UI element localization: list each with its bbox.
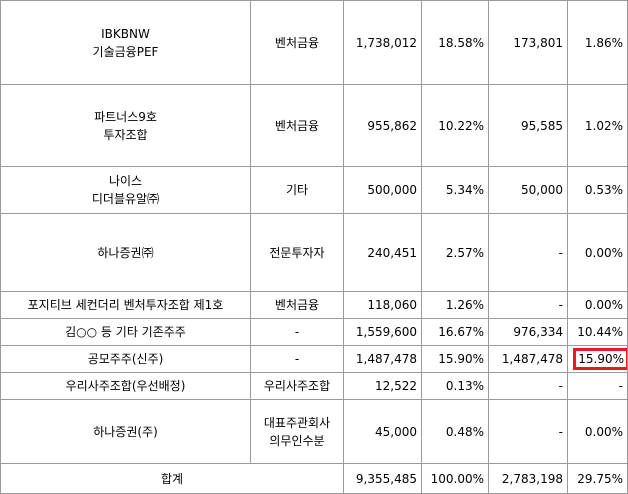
shareholder-name-cell: IBKBNW 기술금융PEF bbox=[0, 0, 251, 85]
table-row: 파트너스9호 투자조합 벤처금융 955,862 10.22% 95,585 1… bbox=[0, 84, 628, 167]
table-row: 공모주주(신주) - 1,487,478 15.90% 1,487,478 15… bbox=[0, 345, 628, 373]
ratio-before-cell: 0.48% bbox=[421, 399, 489, 464]
shareholder-name-cell: 하나증권㈜ bbox=[0, 213, 251, 292]
ratio-after-cell: 10.44% bbox=[567, 318, 628, 346]
shares-before-cell: 118,060 bbox=[343, 291, 422, 319]
category-cell: - bbox=[250, 318, 344, 346]
category-cell: 벤처금융 bbox=[250, 84, 344, 167]
category-cell: 벤처금융 bbox=[250, 0, 344, 85]
shareholder-name-cell: 하나증권(주) bbox=[0, 399, 251, 464]
shares-before-cell: 1,738,012 bbox=[343, 0, 422, 85]
table-row: 김○○ 등 기타 기존주주 - 1,559,600 16.67% 976,334… bbox=[0, 318, 628, 346]
shareholder-name-line: 공모주주(신주) bbox=[87, 352, 164, 366]
category-cell: 기타 bbox=[250, 166, 344, 214]
category-cell: 벤처금융 bbox=[250, 291, 344, 319]
category-cell: - bbox=[250, 345, 344, 373]
category-text: 대표주관회사 bbox=[263, 415, 331, 430]
shareholder-name-line: 포지티브 세컨더리 벤처투자조합 제1호 bbox=[27, 298, 224, 312]
category-cell: 전문투자자 bbox=[250, 213, 344, 292]
category-text: - bbox=[294, 352, 300, 366]
ratio-after-cell: 0.00% bbox=[567, 291, 628, 319]
ratio-before-cell: 10.22% bbox=[421, 84, 489, 167]
shareholder-name-cell: 우리사주조합(우선배정) bbox=[0, 372, 251, 400]
ratio-after-cell: 0.53% bbox=[567, 166, 628, 214]
shares-after-cell: 1,487,478 bbox=[488, 345, 568, 373]
total-row: 합계 9,355,485 100.00% 2,783,198 29.75% bbox=[0, 463, 628, 494]
shareholder-name-cell: 공모주주(신주) bbox=[0, 345, 251, 373]
shareholder-name-line: IBKBNW bbox=[101, 26, 150, 41]
shareholder-name-line: 나이스 bbox=[108, 174, 143, 188]
shares-before-cell: 1,487,478 bbox=[343, 345, 422, 373]
total-shares-before: 9,355,485 bbox=[343, 463, 422, 494]
shareholder-name-line: 우리사주조합(우선배정) bbox=[65, 379, 186, 393]
category-text: 우리사주조합 bbox=[263, 379, 331, 393]
shareholder-name-cell: 나이스 디더블유알㈜ bbox=[0, 166, 251, 214]
category-cell: 대표주관회사 의무인수분 bbox=[250, 399, 344, 464]
shareholder-name-line: 파트너스9호 bbox=[94, 109, 157, 124]
total-ratio-before: 100.00% bbox=[421, 463, 489, 494]
ratio-after-cell: 0.00% bbox=[567, 213, 628, 292]
shareholder-name-line: 김○○ 등 기타 기존주주 bbox=[65, 325, 186, 339]
total-ratio-after: 29.75% bbox=[567, 463, 628, 494]
category-text: 벤처금융 bbox=[274, 35, 320, 50]
ratio-before-cell: 18.58% bbox=[421, 0, 489, 85]
shares-before-cell: 1,559,600 bbox=[343, 318, 422, 346]
shareholder-name-line: 하나증권㈜ bbox=[97, 245, 154, 260]
ratio-before-cell: 16.67% bbox=[421, 318, 489, 346]
highlighted-ratio: 15.90% bbox=[573, 348, 627, 370]
shareholder-name-line: 하나증권(주) bbox=[93, 424, 158, 439]
ratio-after-cell: 15.90% bbox=[567, 345, 628, 373]
category-text: 의무인수분 bbox=[269, 433, 325, 448]
shares-before-cell: 500,000 bbox=[343, 166, 422, 214]
table-row: 포지티브 세컨더리 벤처투자조합 제1호 벤처금융 118,060 1.26% … bbox=[0, 291, 628, 319]
ratio-after-cell: 0.00% bbox=[567, 399, 628, 464]
ratio-before-cell: 15.90% bbox=[421, 345, 489, 373]
shares-after-cell: 50,000 bbox=[488, 166, 568, 214]
total-label: 합계 bbox=[0, 463, 344, 494]
table-row: 나이스 디더블유알㈜ 기타 500,000 5.34% 50,000 0.53% bbox=[0, 166, 628, 214]
shareholder-name-line: 기술금융PEF bbox=[92, 44, 159, 59]
category-text: 기타 bbox=[285, 183, 309, 197]
shares-after-cell: - bbox=[488, 372, 568, 400]
ratio-after-cell: - bbox=[567, 372, 628, 400]
ratio-after-cell: 1.86% bbox=[567, 0, 628, 85]
shareholder-name-cell: 김○○ 등 기타 기존주주 bbox=[0, 318, 251, 346]
category-text: 벤처금융 bbox=[274, 298, 320, 312]
ratio-before-cell: 2.57% bbox=[421, 213, 489, 292]
total-shares-after: 2,783,198 bbox=[488, 463, 568, 494]
table-row: 우리사주조합(우선배정) 우리사주조합 12,522 0.13% - - bbox=[0, 372, 628, 400]
shares-before-cell: 955,862 bbox=[343, 84, 422, 167]
shares-after-cell: - bbox=[488, 399, 568, 464]
category-text: 전문투자자 bbox=[269, 245, 325, 260]
shares-after-cell: 976,334 bbox=[488, 318, 568, 346]
shares-after-cell: 173,801 bbox=[488, 0, 568, 85]
category-cell: 우리사주조합 bbox=[250, 372, 344, 400]
shareholder-name-cell: 파트너스9호 투자조합 bbox=[0, 84, 251, 167]
table-row: IBKBNW 기술금융PEF 벤처금융 1,738,012 18.58% 173… bbox=[0, 0, 628, 85]
shareholder-name-line: 투자조합 bbox=[103, 127, 148, 142]
shares-before-cell: 45,000 bbox=[343, 399, 422, 464]
shareholder-name-line: 디더블유알㈜ bbox=[91, 192, 160, 206]
shares-after-cell: 95,585 bbox=[488, 84, 568, 167]
shareholder-name-cell: 포지티브 세컨더리 벤처투자조합 제1호 bbox=[0, 291, 251, 319]
category-text: 벤처금융 bbox=[274, 118, 320, 133]
shares-before-cell: 240,451 bbox=[343, 213, 422, 292]
shares-after-cell: - bbox=[488, 213, 568, 292]
shares-after-cell: - bbox=[488, 291, 568, 319]
category-text: - bbox=[294, 325, 300, 339]
table-row: 하나증권㈜ 전문투자자 240,451 2.57% - 0.00% bbox=[0, 213, 628, 292]
ratio-after-cell: 1.02% bbox=[567, 84, 628, 167]
ratio-before-cell: 1.26% bbox=[421, 291, 489, 319]
shares-before-cell: 12,522 bbox=[343, 372, 422, 400]
ratio-before-cell: 5.34% bbox=[421, 166, 489, 214]
ratio-before-cell: 0.13% bbox=[421, 372, 489, 400]
table-row: 하나증권(주) 대표주관회사 의무인수분 45,000 0.48% - 0.00… bbox=[0, 399, 628, 464]
